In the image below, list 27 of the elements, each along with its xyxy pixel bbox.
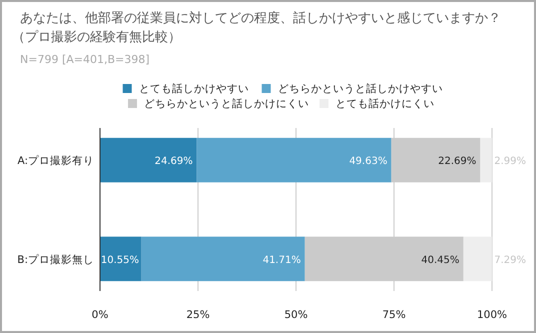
data-label: 24.69%	[154, 156, 193, 168]
legend-label: とても話かけにくい	[336, 97, 434, 110]
bar	[480, 138, 492, 182]
legend-label: どちらかというと話しかけにくい	[144, 97, 309, 110]
x-tick-label: 50%	[284, 309, 308, 321]
data-label: 7.29%	[494, 254, 526, 266]
bar	[100, 236, 142, 282]
legend-label: どちらかというと話しかけやすい	[278, 82, 443, 95]
data-label: 22.69%	[438, 156, 476, 168]
chart-subtitle: N=799 [A=401,B=398]	[20, 53, 150, 66]
bar	[463, 236, 492, 282]
data-label: 49.63%	[349, 156, 388, 168]
legend-label: とても話しかけやすい	[138, 82, 249, 95]
bar	[196, 138, 392, 182]
data-label: 40.45%	[421, 254, 460, 266]
x-tick-label: 100%	[476, 309, 508, 321]
chart-title: あなたは、他部署の従業員に対してどの程度、話しかけやすいと感じていますか？（プロ撮影の経験有無比較）	[12, 10, 501, 45]
data-label: 10.55%	[100, 254, 139, 266]
x-tick-label: 75%	[382, 309, 406, 321]
y-tick-label: B:プロ撮影無し	[17, 252, 94, 266]
x-tick-label: 25%	[186, 309, 210, 321]
bar	[100, 138, 197, 182]
data-label: 2.99%	[494, 156, 526, 168]
data-label: 41.71%	[262, 254, 301, 266]
y-tick-label: A:プロ撮影有り	[17, 154, 94, 168]
x-tick-label: 0%	[92, 309, 108, 321]
bar	[141, 236, 305, 282]
